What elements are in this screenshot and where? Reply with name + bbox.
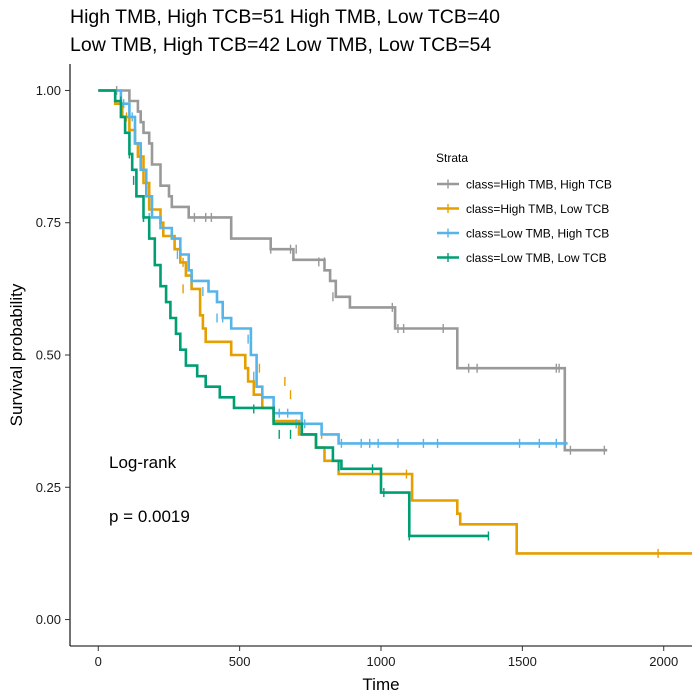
x-tick-label: 500 bbox=[229, 654, 251, 669]
legend-item-3: class=Low TMB, Low TCB bbox=[437, 251, 607, 265]
chart-title-line-2: Low TMB, High TCB=42 Low TMB, Low TCB=54 bbox=[70, 34, 492, 56]
x-tick-label: 1000 bbox=[367, 654, 396, 669]
axes: 0 500 1000 1500 2000 0.00 0.25 0.50 0.75 1.00 Time… bbox=[7, 64, 692, 694]
survival-curve bbox=[98, 89, 568, 445]
survival-curve bbox=[98, 89, 608, 452]
series-3 bbox=[98, 89, 490, 541]
y-tick-label: 1.00 bbox=[36, 83, 61, 98]
legend-item-0: class=High TMB, High TCB bbox=[437, 178, 612, 192]
annotation-log-rank: Log-rank bbox=[109, 453, 177, 472]
annotation-p-value: p = 0.0019 bbox=[109, 507, 190, 526]
y-axis-label: Survival probability bbox=[7, 283, 26, 426]
x-tick-label: 2000 bbox=[649, 654, 678, 669]
y-tick-label: 0.00 bbox=[36, 612, 61, 627]
legend-label: class=High TMB, High TCB bbox=[466, 178, 612, 192]
legend-label: class=Low TMB, Low TCB bbox=[466, 251, 607, 265]
legend-item-2: class=Low TMB, High TCB bbox=[437, 227, 609, 241]
x-tick-label: 0 bbox=[95, 654, 102, 669]
survival-curve bbox=[98, 89, 489, 538]
legend-label: class=High TMB, Low TCB bbox=[466, 202, 609, 216]
y-tick-label: 0.75 bbox=[36, 215, 61, 230]
legend-item-1: class=High TMB, Low TCB bbox=[437, 202, 609, 216]
series-2 bbox=[98, 89, 568, 448]
y-tick-label: 0.25 bbox=[36, 480, 61, 495]
legend: Strata class=High TMB, High TCB class=High… bbox=[436, 151, 612, 265]
x-tick-label: 1500 bbox=[508, 654, 537, 669]
series-0 bbox=[98, 85, 608, 455]
annotations: Log-rank p = 0.0019 bbox=[109, 453, 190, 526]
legend-label: class=Low TMB, High TCB bbox=[466, 227, 609, 241]
series-layer bbox=[98, 85, 692, 558]
chart-title-line-1: High TMB, High TCB=51 High TMB, Low TCB=… bbox=[70, 6, 500, 28]
legend-title: Strata bbox=[436, 151, 468, 165]
y-tick-label: 0.50 bbox=[36, 348, 61, 363]
x-axis-label: Time bbox=[362, 675, 399, 694]
